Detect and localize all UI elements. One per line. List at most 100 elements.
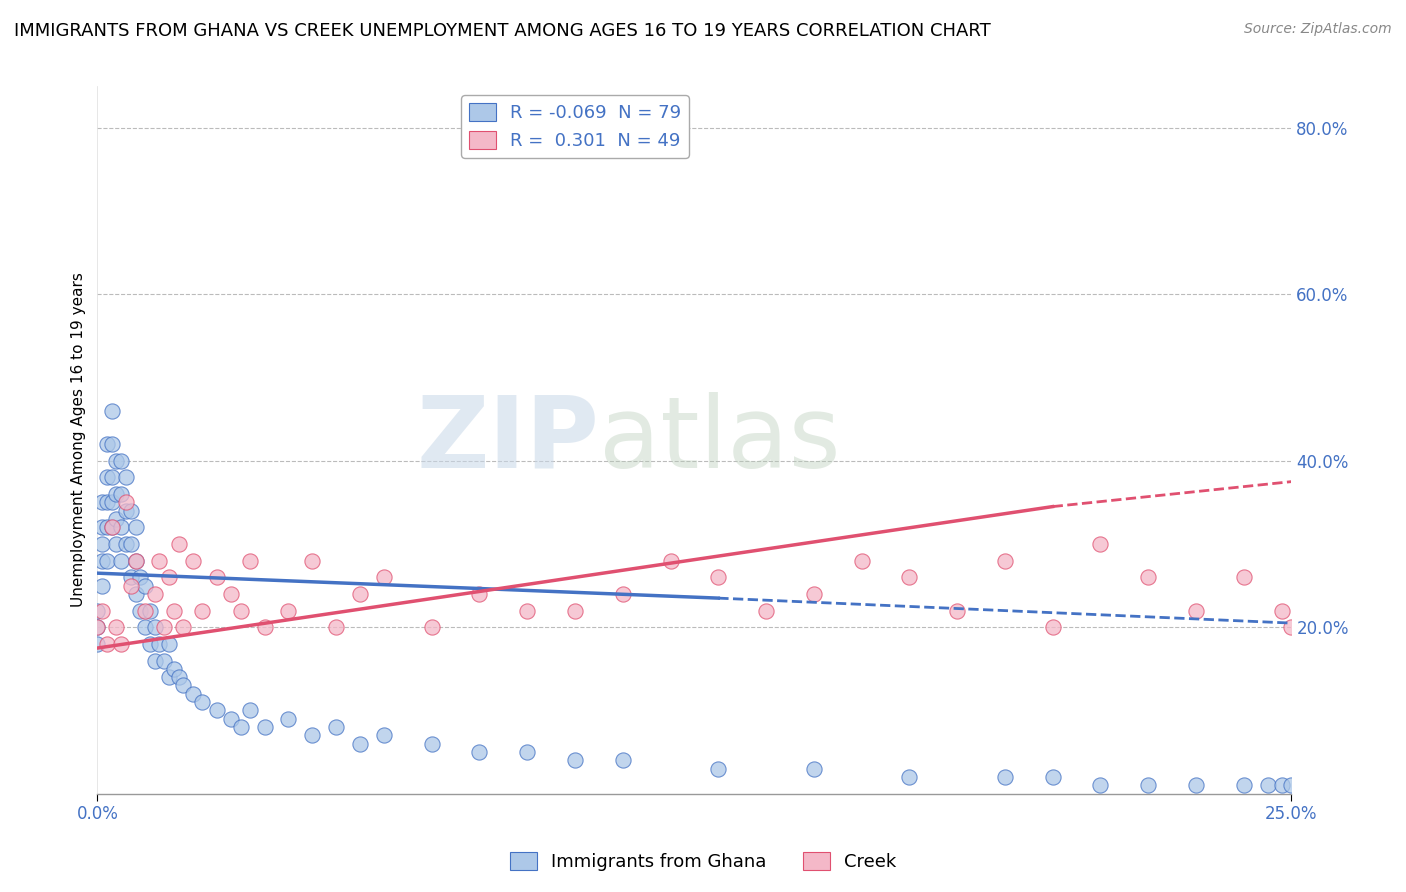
Point bbox=[157, 570, 180, 584]
Text: atlas: atlas bbox=[599, 392, 841, 489]
Point bbox=[105, 512, 128, 526]
Point bbox=[898, 570, 921, 584]
Point bbox=[191, 695, 214, 709]
Point bbox=[143, 587, 166, 601]
Point bbox=[239, 554, 262, 568]
Point bbox=[91, 554, 114, 568]
Point bbox=[115, 537, 138, 551]
Point bbox=[349, 737, 371, 751]
Point bbox=[110, 487, 132, 501]
Text: ZIP: ZIP bbox=[416, 392, 599, 489]
Point bbox=[124, 587, 146, 601]
Point bbox=[96, 637, 118, 651]
Point bbox=[851, 554, 873, 568]
Point bbox=[100, 520, 122, 534]
Point bbox=[120, 579, 142, 593]
Point bbox=[755, 604, 778, 618]
Point bbox=[468, 745, 491, 759]
Point bbox=[1281, 778, 1303, 792]
Point bbox=[229, 720, 252, 734]
Point bbox=[219, 587, 242, 601]
Point bbox=[115, 504, 138, 518]
Point bbox=[516, 604, 538, 618]
Point bbox=[420, 620, 443, 634]
Point bbox=[110, 454, 132, 468]
Point bbox=[167, 670, 190, 684]
Point bbox=[612, 753, 634, 767]
Point bbox=[157, 670, 180, 684]
Point bbox=[91, 495, 114, 509]
Point bbox=[1137, 778, 1160, 792]
Point bbox=[1233, 570, 1256, 584]
Point bbox=[100, 404, 122, 418]
Point bbox=[994, 770, 1017, 784]
Point bbox=[105, 620, 128, 634]
Point bbox=[86, 620, 108, 634]
Text: Source: ZipAtlas.com: Source: ZipAtlas.com bbox=[1244, 22, 1392, 37]
Point bbox=[1042, 620, 1064, 634]
Point bbox=[129, 570, 152, 584]
Point bbox=[277, 604, 299, 618]
Point bbox=[129, 604, 152, 618]
Point bbox=[96, 437, 118, 451]
Point bbox=[148, 554, 170, 568]
Text: IMMIGRANTS FROM GHANA VS CREEK UNEMPLOYMENT AMONG AGES 16 TO 19 YEARS CORRELATIO: IMMIGRANTS FROM GHANA VS CREEK UNEMPLOYM… bbox=[14, 22, 991, 40]
Point bbox=[86, 620, 108, 634]
Point bbox=[239, 703, 262, 717]
Point bbox=[181, 687, 204, 701]
Point bbox=[105, 454, 128, 468]
Point bbox=[96, 520, 118, 534]
Point bbox=[105, 487, 128, 501]
Point bbox=[110, 520, 132, 534]
Point bbox=[124, 554, 146, 568]
Point bbox=[253, 620, 276, 634]
Point bbox=[157, 637, 180, 651]
Point bbox=[1185, 778, 1208, 792]
Point bbox=[349, 587, 371, 601]
Point bbox=[172, 620, 194, 634]
Point bbox=[803, 587, 825, 601]
Point bbox=[1233, 778, 1256, 792]
Point bbox=[120, 537, 142, 551]
Point bbox=[91, 579, 114, 593]
Point bbox=[205, 570, 228, 584]
Point bbox=[100, 437, 122, 451]
Point bbox=[325, 620, 347, 634]
Point bbox=[91, 537, 114, 551]
Point bbox=[564, 753, 586, 767]
Point bbox=[1271, 778, 1294, 792]
Point bbox=[277, 712, 299, 726]
Point bbox=[124, 554, 146, 568]
Point bbox=[181, 554, 204, 568]
Y-axis label: Unemployment Among Ages 16 to 19 years: Unemployment Among Ages 16 to 19 years bbox=[72, 273, 86, 607]
Legend: Immigrants from Ghana, Creek: Immigrants from Ghana, Creek bbox=[502, 845, 904, 879]
Point bbox=[707, 570, 730, 584]
Point bbox=[191, 604, 214, 618]
Point bbox=[163, 604, 186, 618]
Point bbox=[219, 712, 242, 726]
Point bbox=[167, 537, 190, 551]
Point bbox=[1090, 537, 1112, 551]
Point bbox=[91, 520, 114, 534]
Point bbox=[420, 737, 443, 751]
Point bbox=[134, 604, 156, 618]
Point bbox=[1137, 570, 1160, 584]
Point bbox=[96, 470, 118, 484]
Point bbox=[301, 728, 323, 742]
Point bbox=[1090, 778, 1112, 792]
Point bbox=[86, 604, 108, 618]
Point bbox=[205, 703, 228, 717]
Point bbox=[91, 604, 114, 618]
Point bbox=[100, 495, 122, 509]
Point bbox=[143, 620, 166, 634]
Point bbox=[110, 637, 132, 651]
Point bbox=[134, 620, 156, 634]
Point bbox=[134, 579, 156, 593]
Point bbox=[110, 554, 132, 568]
Point bbox=[163, 662, 186, 676]
Point bbox=[253, 720, 276, 734]
Point bbox=[139, 637, 162, 651]
Point bbox=[153, 620, 176, 634]
Point bbox=[707, 762, 730, 776]
Point bbox=[1185, 604, 1208, 618]
